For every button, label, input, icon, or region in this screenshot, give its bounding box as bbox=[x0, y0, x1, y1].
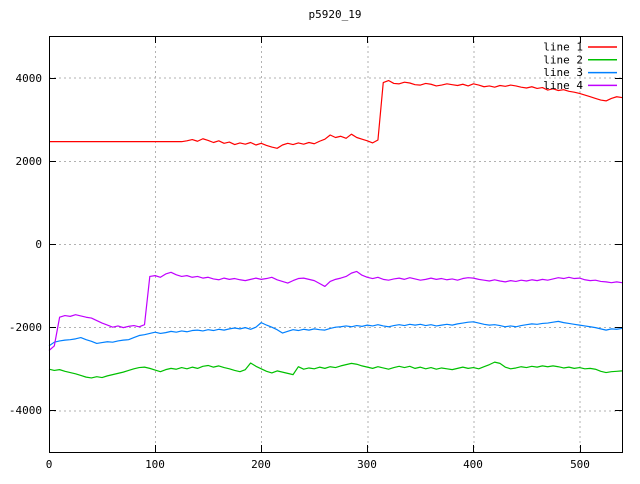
series-line-2 bbox=[48, 361, 623, 379]
legend-label: line 3 bbox=[543, 66, 583, 79]
series-line-3 bbox=[48, 320, 623, 347]
y-tick-label: -2000 bbox=[9, 321, 42, 334]
x-tick-label: 400 bbox=[463, 458, 483, 471]
series-line-1 bbox=[49, 79, 623, 149]
legend-item: line 1 bbox=[543, 41, 617, 54]
x-tick-label: 200 bbox=[251, 458, 271, 471]
legend-item: line 4 bbox=[543, 79, 617, 92]
x-tick-label: 500 bbox=[570, 458, 590, 471]
grid-lines bbox=[49, 36, 622, 452]
x-tick-label: 300 bbox=[357, 458, 377, 471]
legend-item: line 3 bbox=[543, 66, 617, 79]
legend-label: line 4 bbox=[543, 79, 583, 92]
legend-label: line 2 bbox=[543, 53, 583, 66]
legend-label: line 1 bbox=[543, 41, 583, 54]
y-tick-label: -4000 bbox=[9, 404, 42, 417]
series-line-4 bbox=[48, 270, 623, 351]
legend-item: line 2 bbox=[543, 53, 617, 66]
y-tick-label: 2000 bbox=[16, 155, 43, 168]
y-tick-label: 4000 bbox=[16, 72, 43, 85]
y-tick-label: 0 bbox=[35, 238, 42, 251]
x-tick-label: 100 bbox=[145, 458, 165, 471]
x-tick-label: 0 bbox=[46, 458, 53, 471]
axes: 0 100 200 300 400 500 -4000 -2000 0 2000 4000 bbox=[9, 36, 623, 471]
chart-title: p5920_19 bbox=[309, 8, 362, 21]
data-series bbox=[48, 79, 623, 379]
